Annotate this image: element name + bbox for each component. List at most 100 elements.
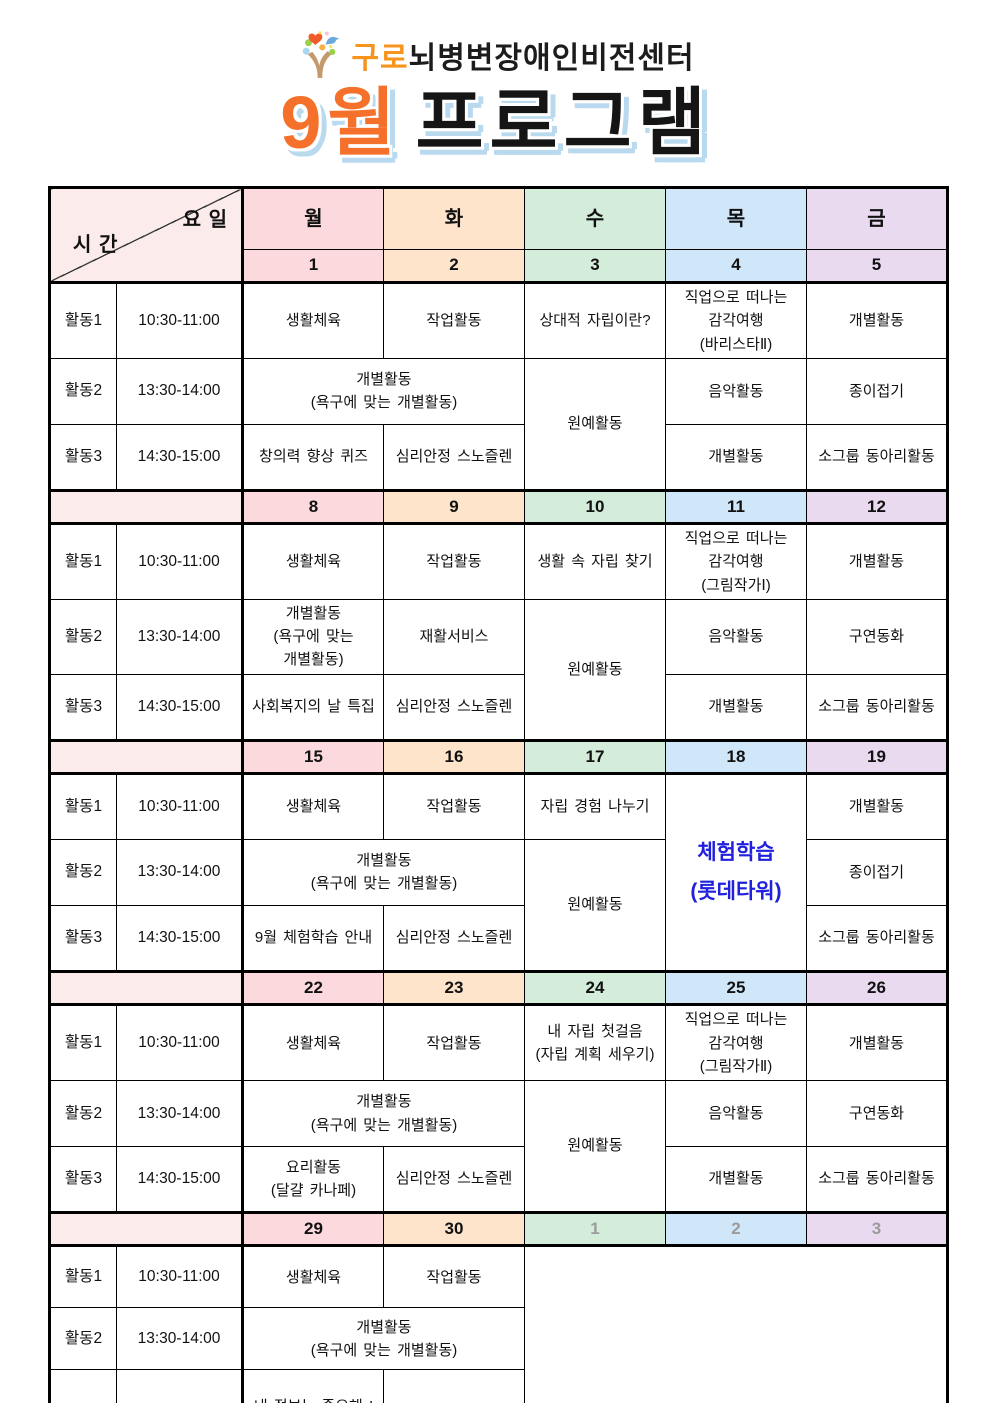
date-row-filler: [49, 738, 244, 775]
activity-label-cell: 활동2: [49, 1080, 117, 1148]
schedule-cell: 작업활동: [383, 282, 525, 359]
schedule-cell: 음악활동: [665, 1080, 807, 1148]
schedule-cell: 소그룹 동아리활동: [806, 423, 948, 491]
schedule-cell: 사회복지의 날 특집: [242, 673, 384, 741]
schedule-cell: 소그룹 동아리활동: [806, 904, 948, 972]
day-header-wed: 수: [524, 187, 666, 250]
activity-label-cell: 활동1: [49, 772, 117, 840]
title-rest: 프로그램: [415, 81, 712, 164]
schedule-cell: 심리안정 스노즐렌: [383, 673, 525, 741]
center-name: 구로뇌병변장애인비전센터: [351, 33, 694, 77]
schedule-cell: 종이접기: [806, 838, 948, 906]
schedule-cell: 구연동화: [806, 598, 948, 675]
day-header-tue: 화: [383, 187, 525, 250]
schedule-cell: 작업활동: [383, 1245, 525, 1309]
schedule-cell: 개별활동: [665, 423, 807, 491]
time-cell: 10:30-11:00: [116, 282, 244, 359]
schedule-cell: 개별활동 (욕구에 맞는 개별활동): [242, 357, 525, 425]
schedule-cell: 심리안정 스노즐렌: [383, 1146, 525, 1214]
empty-cell: [524, 1245, 948, 1403]
date-cell: 18: [665, 738, 807, 775]
schedule-cell: 생활체육: [242, 772, 384, 840]
activity-label-cell: 활동3: [49, 673, 117, 741]
date-cell: 24: [524, 969, 666, 1007]
schedule-cell: 소그룹 동아리활동: [806, 1146, 948, 1214]
schedule-cell: 개별활동 (욕구에 맞는 개별활동): [242, 1080, 525, 1148]
time-cell: 13:30-14:00: [116, 1307, 244, 1371]
schedule-cell: 생활체육: [242, 1004, 384, 1082]
date-cell-next-month: 2: [665, 1211, 807, 1248]
schedule-cell: 생활 속 자립 찾기: [524, 523, 666, 600]
date-cell: 1: [242, 249, 384, 284]
date-row-filler: [49, 969, 244, 1007]
date-cell: 2: [383, 249, 525, 284]
schedule-table: 요 일 시 간 월 화 수 목 금 1 2 3 4 5 활동1 10:30-11…: [48, 186, 949, 1403]
schedule-cell: 개별활동 (욕구에 맞는 개별활동): [242, 598, 384, 675]
schedule-cell: 음악활동: [665, 357, 807, 425]
time-cell: 10:30-11:00: [116, 1245, 244, 1309]
date-cell: 5: [806, 249, 948, 284]
activity-label-cell: 활동2: [49, 1307, 117, 1371]
center-name-rest: 뇌병변장애인비전센터: [408, 42, 695, 75]
schedule-cell: 9월 체험학습 안내: [242, 904, 384, 972]
schedule-cell: 소그룹 동아리활동: [806, 673, 948, 741]
date-row-filler: [49, 1211, 244, 1248]
schedule-cell: 구연동화: [806, 1080, 948, 1148]
title-month: 9월: [280, 81, 402, 164]
schedule-cell: 원예활동: [524, 357, 666, 491]
time-cell: 13:30-14:00: [116, 357, 244, 425]
date-cell-next-month: 1: [524, 1211, 666, 1248]
time-cell: 10:30-11:00: [116, 523, 244, 600]
time-cell: 13:30-14:00: [116, 838, 244, 906]
date-cell: 3: [524, 249, 666, 284]
activity-label-cell: 활동3: [49, 904, 117, 972]
schedule-cell: 종이접기: [806, 357, 948, 425]
schedule-cell: 직업으로 떠나는 감각여행 (그림작가Ⅱ): [665, 1004, 807, 1082]
schedule-cell: 직업으로 떠나는 감각여행 (그림작가Ⅰ): [665, 523, 807, 600]
activity-label-cell: 활동2: [49, 838, 117, 906]
date-cell: 17: [524, 738, 666, 775]
day-header-thu: 목: [665, 187, 807, 250]
schedule-cell: 생활체육: [242, 282, 384, 359]
date-cell: 23: [383, 969, 525, 1007]
time-cell: 13:30-14:00: [116, 1080, 244, 1148]
schedule-cell: 작업활동: [383, 523, 525, 600]
schedule-cell: 원예활동: [524, 838, 666, 972]
time-cell: 10:30-11:00: [116, 772, 244, 840]
date-cell: 11: [665, 488, 807, 526]
schedule-cell: 내 자립 첫걸음 (자립 계획 세우기): [524, 1004, 666, 1082]
date-cell-next-month: 3: [806, 1211, 948, 1248]
schedule-cell: 원예활동: [524, 1080, 666, 1214]
time-cell: 14:30-15:00: [116, 423, 244, 491]
activity-label-cell: 활동3: [49, 1369, 117, 1403]
date-cell: 4: [665, 249, 807, 284]
schedule-cell: 개별활동 (욕구에 맞는 개별활동): [242, 1307, 525, 1371]
schedule-cell: 음악활동: [665, 598, 807, 675]
day-header-mon: 월: [242, 187, 384, 250]
corner-cell: 요 일 시 간: [49, 187, 244, 284]
schedule-cell: 개별활동: [806, 523, 948, 600]
schedule-cell: 개별활동: [806, 1004, 948, 1082]
activity-label-cell: 활동1: [49, 1004, 117, 1082]
schedule-cell: 재활서비스: [383, 598, 525, 675]
schedule-cell: 개별활동: [665, 1146, 807, 1214]
activity-label-cell: 활동2: [49, 598, 117, 675]
brand-line: 구로뇌병변장애인비전센터: [0, 30, 992, 80]
time-cell: 14:30-15:00: [116, 904, 244, 972]
corner-time-label: 시 간: [73, 234, 118, 256]
schedule-cell: 심리안정 스노즐렌: [383, 1369, 525, 1403]
schedule-cell: 상대적 자립이란?: [524, 282, 666, 359]
schedule-cell: 작업활동: [383, 1004, 525, 1082]
date-cell: 22: [242, 969, 384, 1007]
corner-day-label: 요 일: [182, 209, 227, 231]
schedule-cell: 자립 경험 나누기: [524, 772, 666, 840]
program-title: 9월 프로그램: [0, 86, 992, 160]
date-cell: 8: [242, 488, 384, 526]
date-cell: 16: [383, 738, 525, 775]
date-cell: 26: [806, 969, 948, 1007]
schedule-cell: 요리활동 (달걀 카나페): [242, 1146, 384, 1214]
date-cell: 29: [242, 1211, 384, 1248]
header-banner: 구로뇌병변장애인비전센터 9월 프로그램: [0, 0, 992, 160]
schedule-cell: 원예활동: [524, 598, 666, 741]
